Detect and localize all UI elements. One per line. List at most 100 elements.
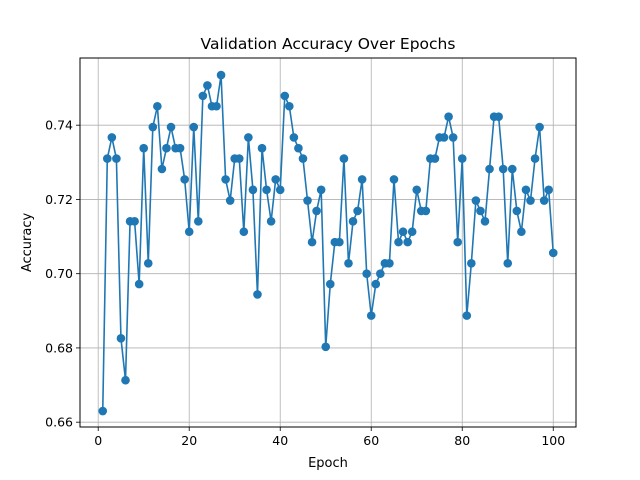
data-point	[107, 133, 117, 142]
data-point	[143, 258, 153, 268]
data-point	[321, 342, 331, 352]
data-point	[407, 227, 417, 237]
data-point	[289, 133, 299, 142]
data-point	[362, 269, 371, 278]
data-point	[239, 227, 249, 237]
x-tick-label: 20	[181, 433, 197, 448]
data-point	[348, 217, 358, 226]
data-point	[498, 164, 508, 174]
y-tick-label: 0.66	[45, 415, 73, 430]
data-point	[494, 112, 503, 121]
data-point	[476, 206, 485, 216]
data-point	[453, 237, 462, 247]
data-point	[457, 154, 467, 163]
data-point	[353, 206, 362, 216]
data-point	[371, 279, 381, 289]
data-point	[539, 196, 549, 205]
data-point	[344, 258, 353, 268]
data-point	[535, 122, 544, 132]
data-point	[548, 248, 558, 258]
data-point	[480, 217, 490, 226]
data-point	[503, 258, 513, 268]
data-point	[421, 206, 431, 216]
data-point	[244, 133, 253, 142]
data-point	[303, 196, 312, 205]
data-point	[544, 185, 553, 195]
data-point	[316, 185, 326, 195]
data-point	[335, 237, 344, 247]
data-point	[121, 375, 130, 385]
data-point	[366, 311, 376, 320]
data-point	[148, 122, 158, 132]
data-point	[262, 185, 271, 195]
y-tick-label: 0.72	[45, 192, 73, 207]
data-point	[285, 101, 294, 111]
data-point	[280, 91, 290, 101]
data-point	[471, 196, 481, 205]
data-point	[517, 227, 526, 237]
data-point	[98, 406, 108, 416]
y-tick-label: 0.70	[45, 266, 73, 281]
data-point	[385, 258, 394, 268]
data-point	[257, 143, 267, 153]
data-point	[398, 227, 408, 237]
y-tick-label: 0.68	[45, 340, 73, 355]
data-point	[294, 143, 303, 153]
data-point	[166, 122, 176, 132]
data-point	[225, 196, 235, 205]
data-point	[389, 175, 399, 184]
data-point	[184, 227, 194, 237]
data-point	[266, 217, 276, 226]
data-point	[194, 217, 203, 226]
data-point	[462, 311, 472, 320]
chart-title: Validation Accuracy Over Epochs	[201, 35, 456, 53]
data-point	[394, 237, 403, 247]
data-point	[116, 333, 126, 343]
data-point	[130, 217, 139, 226]
x-axis-label: Epoch	[308, 456, 348, 471]
data-point	[530, 154, 540, 163]
x-tick-label: 100	[541, 433, 565, 448]
data-point	[467, 258, 476, 268]
data-point	[134, 279, 144, 289]
x-tick-label: 0	[94, 433, 102, 448]
data-point	[203, 81, 212, 90]
tick-layer: 0 20 40 60 80 100 0.66 0.68 0.70 0.72 0.74	[45, 118, 565, 448]
data-point	[153, 101, 162, 111]
data-point	[339, 154, 349, 163]
data-point	[444, 112, 453, 121]
data-point	[216, 70, 226, 80]
data-point	[221, 175, 230, 184]
data-point	[526, 196, 535, 205]
data-point	[271, 175, 280, 184]
data-point	[298, 154, 308, 163]
data-point	[180, 175, 189, 184]
data-point	[512, 206, 522, 216]
data-point	[139, 143, 149, 153]
data-point	[325, 279, 335, 289]
x-tick-label: 80	[454, 433, 470, 448]
data-point	[307, 237, 317, 247]
data-point	[157, 164, 167, 174]
data-point	[521, 185, 531, 195]
data-point	[439, 133, 449, 142]
data-point	[212, 101, 221, 111]
data-point	[507, 164, 517, 174]
data-point	[112, 154, 121, 163]
data-point	[175, 143, 185, 153]
data-point	[189, 122, 199, 132]
x-tick-label: 40	[272, 433, 288, 448]
data-point	[198, 91, 208, 101]
data-point	[485, 164, 494, 174]
data-point	[448, 133, 458, 142]
y-axis-label: Accuracy	[20, 213, 35, 273]
data-point	[403, 237, 412, 247]
data-point	[103, 154, 112, 163]
data-point	[357, 175, 367, 184]
data-point	[430, 154, 440, 163]
x-tick-label: 60	[363, 433, 379, 448]
data-point	[312, 206, 321, 216]
